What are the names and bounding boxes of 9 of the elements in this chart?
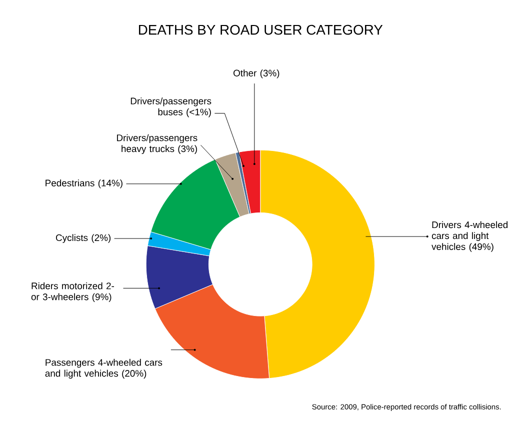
slice-label: Drivers/passengers buses (<1%) bbox=[130, 97, 212, 118]
slice-label: Passengers 4-wheeled cars and light vehicles (20%) bbox=[45, 358, 162, 378]
slice-label: Drivers 4-wheeled cars and light vehicles (49%) bbox=[432, 221, 508, 252]
slice-label: Pedestrians (14%) bbox=[46, 179, 122, 188]
slice-label: Other (3%) bbox=[234, 69, 280, 78]
slice-label: Drivers/passengers heavy trucks (3%) bbox=[117, 134, 198, 154]
slice-label: Riders motorized 2- or 3-wheelers (9%) bbox=[31, 282, 114, 302]
chart-title: DEATHS BY ROAD USER CATEGORY bbox=[138, 24, 383, 35]
slice-label: Cyclists (2%) bbox=[56, 234, 111, 243]
